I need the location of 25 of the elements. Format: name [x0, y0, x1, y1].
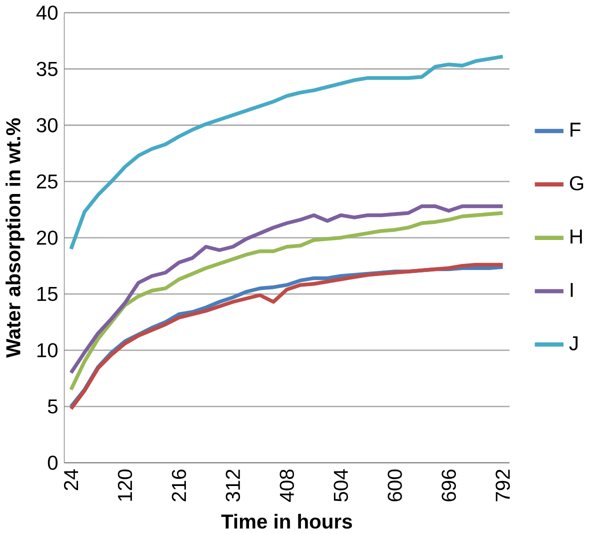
legend-label: J	[569, 336, 578, 350]
y-tick-label: 35	[36, 62, 58, 76]
legend-label: H	[570, 230, 582, 244]
x-tick-label: 120	[118, 469, 132, 501]
y-tick-label: 0	[48, 456, 58, 470]
y-tick-label: 30	[36, 118, 58, 132]
legend-label: F	[570, 122, 580, 137]
x-tick-label: 600	[388, 469, 402, 502]
x-tick-label: 792	[496, 470, 510, 502]
x-tick-label: 312	[226, 470, 240, 502]
y-tick-label: 10	[37, 343, 58, 358]
y-tick-label: 20	[36, 230, 58, 245]
legend-label: I	[570, 282, 573, 297]
x-tick-label: 408	[280, 469, 294, 502]
y-tick-label: 40	[36, 5, 58, 20]
y-axis-title: Water absorption in wt.%	[6, 118, 24, 358]
y-tick-label: 15	[37, 286, 58, 301]
x-tick-label: 696	[442, 469, 456, 502]
x-tick-label: 24	[64, 469, 78, 490]
x-tick-label: 216	[172, 469, 186, 502]
y-tick-label: 5	[48, 399, 58, 414]
x-tick-label: 504	[334, 469, 348, 502]
legend-label: G	[570, 176, 584, 190]
y-tick-label: 25	[36, 174, 58, 188]
x-axis-title: Time in hours	[221, 514, 352, 529]
